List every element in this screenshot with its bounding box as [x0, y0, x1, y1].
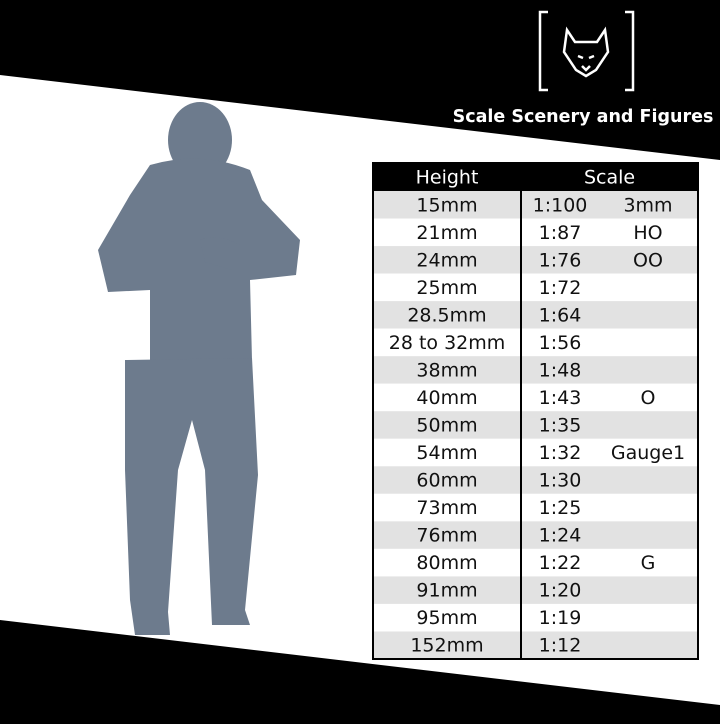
height-cell: 28 to 32mm [389, 332, 506, 354]
ratio-cell: 1:32 [539, 442, 582, 464]
ratio-cell: 1:76 [539, 249, 582, 271]
table-row [373, 603, 698, 632]
ratio-cell: 1:20 [539, 580, 582, 602]
brand-name: Scale Scenery and Figures [453, 107, 714, 127]
height-cell: 73mm [416, 497, 477, 519]
ratio-cell: 1:64 [539, 304, 582, 326]
table-row [373, 301, 698, 329]
height-cell: 54mm [416, 442, 477, 464]
ratio-cell: 1:43 [539, 387, 582, 409]
table-row [373, 356, 698, 384]
height-cell: 25mm [416, 277, 477, 299]
table-row [373, 328, 698, 357]
ratio-cell: 1:24 [539, 525, 582, 547]
table-row [373, 438, 698, 467]
ratio-cell: 1:87 [539, 222, 582, 244]
figure [98, 102, 300, 635]
gauge-cell: G [641, 552, 656, 574]
table-row [373, 493, 698, 522]
gauge-cell: HO [633, 222, 662, 244]
table-row [373, 631, 698, 659]
gauge-cell: OO [633, 249, 663, 271]
logo [538, 10, 635, 92]
height-cell: 38mm [416, 359, 477, 381]
header-cell: Scale [584, 167, 635, 189]
height-cell: 152mm [410, 635, 483, 657]
ratio-cell: 1:72 [539, 277, 582, 299]
ratio-cell: 1:22 [539, 552, 582, 574]
table-row [373, 466, 698, 494]
table-row [373, 576, 698, 604]
table-row [373, 246, 698, 274]
height-cell: 15mm [416, 194, 477, 216]
ratio-cell: 1:12 [539, 635, 582, 657]
height-cell: 76mm [416, 525, 477, 547]
height-cell: 40mm [416, 387, 477, 409]
height-cell: 91mm [416, 580, 477, 602]
gauge-cell: O [641, 387, 656, 409]
table-row [373, 191, 698, 219]
ratio-cell: 1:100 [533, 194, 588, 216]
table-row [373, 218, 698, 247]
height-cell: 80mm [416, 552, 477, 574]
gauge-cell: Gauge1 [611, 442, 685, 464]
table-row [373, 548, 698, 577]
height-cell: 24mm [416, 249, 477, 271]
ratio-cell: 1:56 [539, 332, 582, 354]
height-cell: 95mm [416, 607, 477, 629]
height-cell: 60mm [416, 470, 477, 492]
ratio-cell: 1:30 [539, 470, 582, 492]
ratio-cell: 1:25 [539, 497, 582, 519]
table-border [372, 162, 699, 660]
table-row [373, 383, 698, 412]
table-row [373, 273, 698, 302]
table-row [373, 411, 698, 439]
ratio-cell: 1:35 [539, 415, 582, 437]
gauge-cell: 3mm [623, 194, 672, 216]
table-row [373, 521, 698, 549]
height-cell: 50mm [416, 415, 477, 437]
ratio-cell: 1:48 [539, 359, 582, 381]
height-cell: 21mm [416, 222, 477, 244]
header-cell: Height [416, 167, 479, 189]
header-row [373, 163, 698, 191]
scale-table: Height Scale 15mm 1:100 3mm 21mm 1:87 HO 24mm 1:7… [372, 162, 699, 660]
ratio-cell: 1:19 [539, 607, 582, 629]
height-cell: 28.5mm [407, 304, 486, 326]
